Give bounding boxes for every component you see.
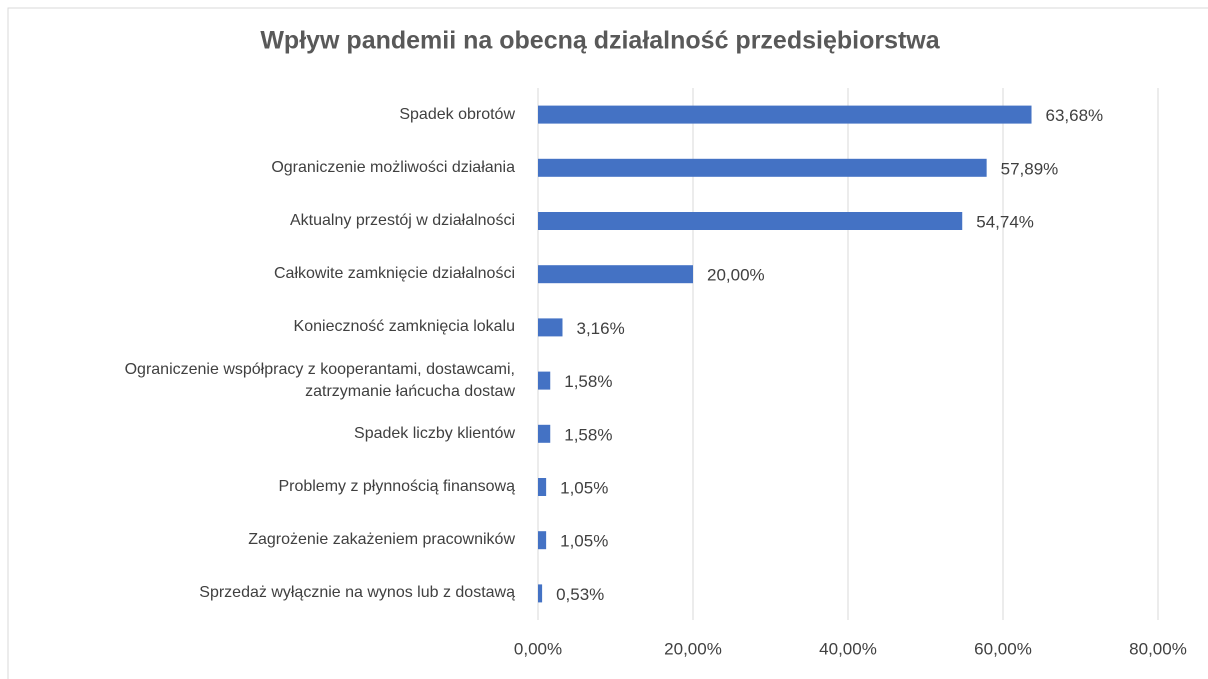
bar <box>538 584 543 603</box>
y-tick-label: Problemy z płynnością finansową <box>278 478 515 495</box>
y-tick-label: Zagrożenie zakażeniem pracowników <box>248 531 515 549</box>
x-tick-label: 80,00% <box>1129 639 1187 658</box>
data-label: 1,58% <box>564 425 612 444</box>
y-tick-label: Spadek liczby klientów <box>354 424 515 442</box>
bar <box>538 105 1032 124</box>
y-tick-label: Ograniczenie możliwości działania <box>271 158 515 176</box>
bar <box>538 212 963 230</box>
data-label: 1,58% <box>564 372 612 391</box>
data-label: 1,05% <box>560 532 608 551</box>
bar <box>538 318 563 337</box>
bar <box>538 478 547 496</box>
x-tick-label: 20,00% <box>664 639 722 658</box>
y-tick-label: Spadek obrotów <box>399 105 515 123</box>
bar <box>538 265 693 284</box>
y-tick-label: Całkowite zamknięcie działalności <box>274 265 515 283</box>
chart-title: Wpływ pandemii na obecną działalność prz… <box>260 27 940 55</box>
x-tick-label: 40,00% <box>819 639 877 658</box>
y-tick-label: Konieczność zamknięcia lokalu <box>293 318 515 336</box>
data-label: 57,89% <box>1001 159 1059 178</box>
bar <box>538 371 551 390</box>
bar <box>538 158 987 177</box>
y-tick-label: Aktualny przestój w działalności <box>290 212 515 229</box>
y-tick-label: Sprzedaż wyłącznie na wynos lub z dostaw… <box>199 584 515 602</box>
bar <box>538 531 547 550</box>
data-label: 54,74% <box>976 212 1034 231</box>
bar <box>538 424 551 443</box>
data-label: 63,68% <box>1046 106 1104 125</box>
y-tick-label: Ograniczenie współpracy z kooperantami, … <box>124 360 515 400</box>
x-tick-label: 0,00% <box>514 639 562 658</box>
data-label: 0,53% <box>556 585 604 604</box>
data-label: 3,16% <box>576 319 624 338</box>
data-label: 20,00% <box>707 266 765 285</box>
data-label: 1,05% <box>560 478 608 497</box>
x-tick-label: 60,00% <box>974 639 1032 658</box>
